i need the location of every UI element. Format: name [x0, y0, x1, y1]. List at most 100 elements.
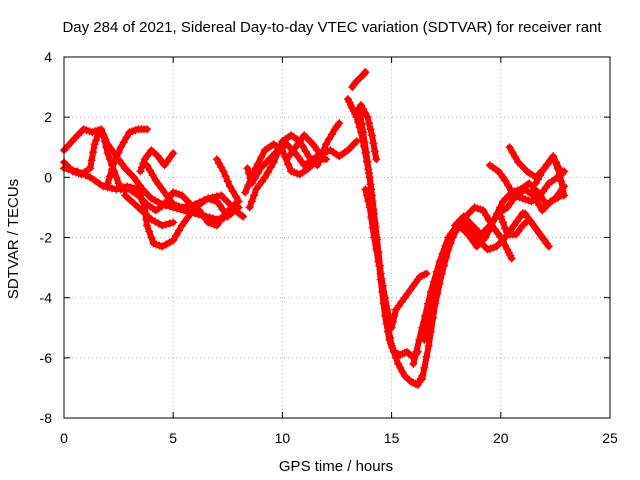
data-point [333, 121, 342, 130]
data-point [145, 227, 154, 236]
data-point [418, 374, 427, 383]
y-tick-label: -8 [40, 410, 53, 426]
data-point [369, 139, 378, 148]
data-point [396, 363, 405, 372]
data-point [365, 119, 374, 128]
data-point [553, 164, 562, 173]
data-point [215, 217, 224, 226]
data-point [360, 138, 369, 147]
data-point [297, 157, 306, 166]
x-axis-label: GPS time / hours [279, 458, 393, 475]
data-point [122, 133, 131, 142]
data-point [147, 233, 156, 242]
series-track-l [282, 131, 324, 164]
data-point [423, 323, 432, 332]
data-point [228, 187, 237, 196]
data-point [420, 335, 429, 344]
data-point [212, 192, 221, 201]
data-point [390, 311, 399, 320]
data-point [89, 148, 98, 157]
data-point [367, 131, 376, 140]
series-line [244, 138, 360, 187]
data-point [488, 217, 497, 226]
data-point [221, 172, 230, 181]
data-point [533, 175, 542, 184]
data-point [359, 70, 368, 79]
data-point [138, 197, 147, 206]
data-point [121, 191, 130, 200]
data-point [208, 193, 217, 202]
data-point [322, 140, 331, 149]
data-point [234, 197, 243, 206]
data-point [136, 191, 145, 200]
data-point [549, 152, 558, 161]
data-point [558, 184, 567, 193]
data-point [394, 359, 403, 368]
data-point [250, 167, 259, 176]
data-point [297, 135, 306, 144]
data-point [422, 269, 431, 278]
data-point [383, 305, 392, 314]
data-point [443, 245, 452, 254]
data-point [212, 155, 221, 164]
data-series [60, 68, 569, 389]
data-point [291, 143, 300, 152]
series-line [358, 102, 380, 163]
data-point [154, 180, 163, 189]
data-point [142, 211, 151, 220]
data-point [508, 148, 517, 157]
data-point [469, 238, 478, 247]
data-point [163, 192, 172, 201]
data-point [269, 158, 278, 167]
data-point [147, 194, 156, 203]
data-point [362, 191, 371, 200]
data-point [535, 201, 544, 210]
data-point [119, 138, 128, 147]
data-point [357, 101, 366, 110]
data-point [103, 149, 112, 158]
data-point [215, 201, 224, 210]
data-point [349, 81, 358, 90]
data-point [391, 305, 400, 314]
data-point [110, 158, 119, 167]
data-point [223, 177, 232, 186]
data-point [129, 173, 138, 182]
data-point [99, 182, 108, 191]
data-point [363, 113, 372, 122]
data-point [90, 140, 99, 149]
data-point [374, 257, 383, 266]
x-tick-label: 20 [493, 430, 509, 446]
data-point [263, 168, 272, 177]
data-point [126, 183, 135, 192]
data-point [169, 236, 178, 245]
data-point [294, 139, 303, 148]
data-point [386, 339, 395, 348]
data-point [536, 191, 545, 200]
data-point [531, 223, 540, 232]
series-track-z [531, 152, 569, 200]
data-point [182, 202, 191, 211]
data-point [212, 221, 221, 230]
data-point [472, 232, 481, 241]
data-point [255, 181, 264, 190]
data-point [356, 112, 365, 121]
data-point [165, 238, 174, 247]
data-point [479, 206, 488, 215]
data-point [87, 156, 96, 165]
data-point [352, 137, 361, 146]
x-tick-label: 5 [169, 430, 177, 446]
data-point [245, 203, 254, 212]
x-tick-label: 15 [384, 430, 400, 446]
data-point [237, 211, 246, 220]
data-point [119, 183, 128, 192]
data-point [365, 169, 374, 178]
data-point [172, 231, 181, 240]
data-point [241, 188, 250, 197]
data-point [464, 230, 473, 239]
data-point [389, 317, 398, 326]
data-point [525, 215, 534, 224]
data-point [163, 157, 172, 166]
data-point [322, 155, 331, 164]
data-point [361, 109, 370, 118]
